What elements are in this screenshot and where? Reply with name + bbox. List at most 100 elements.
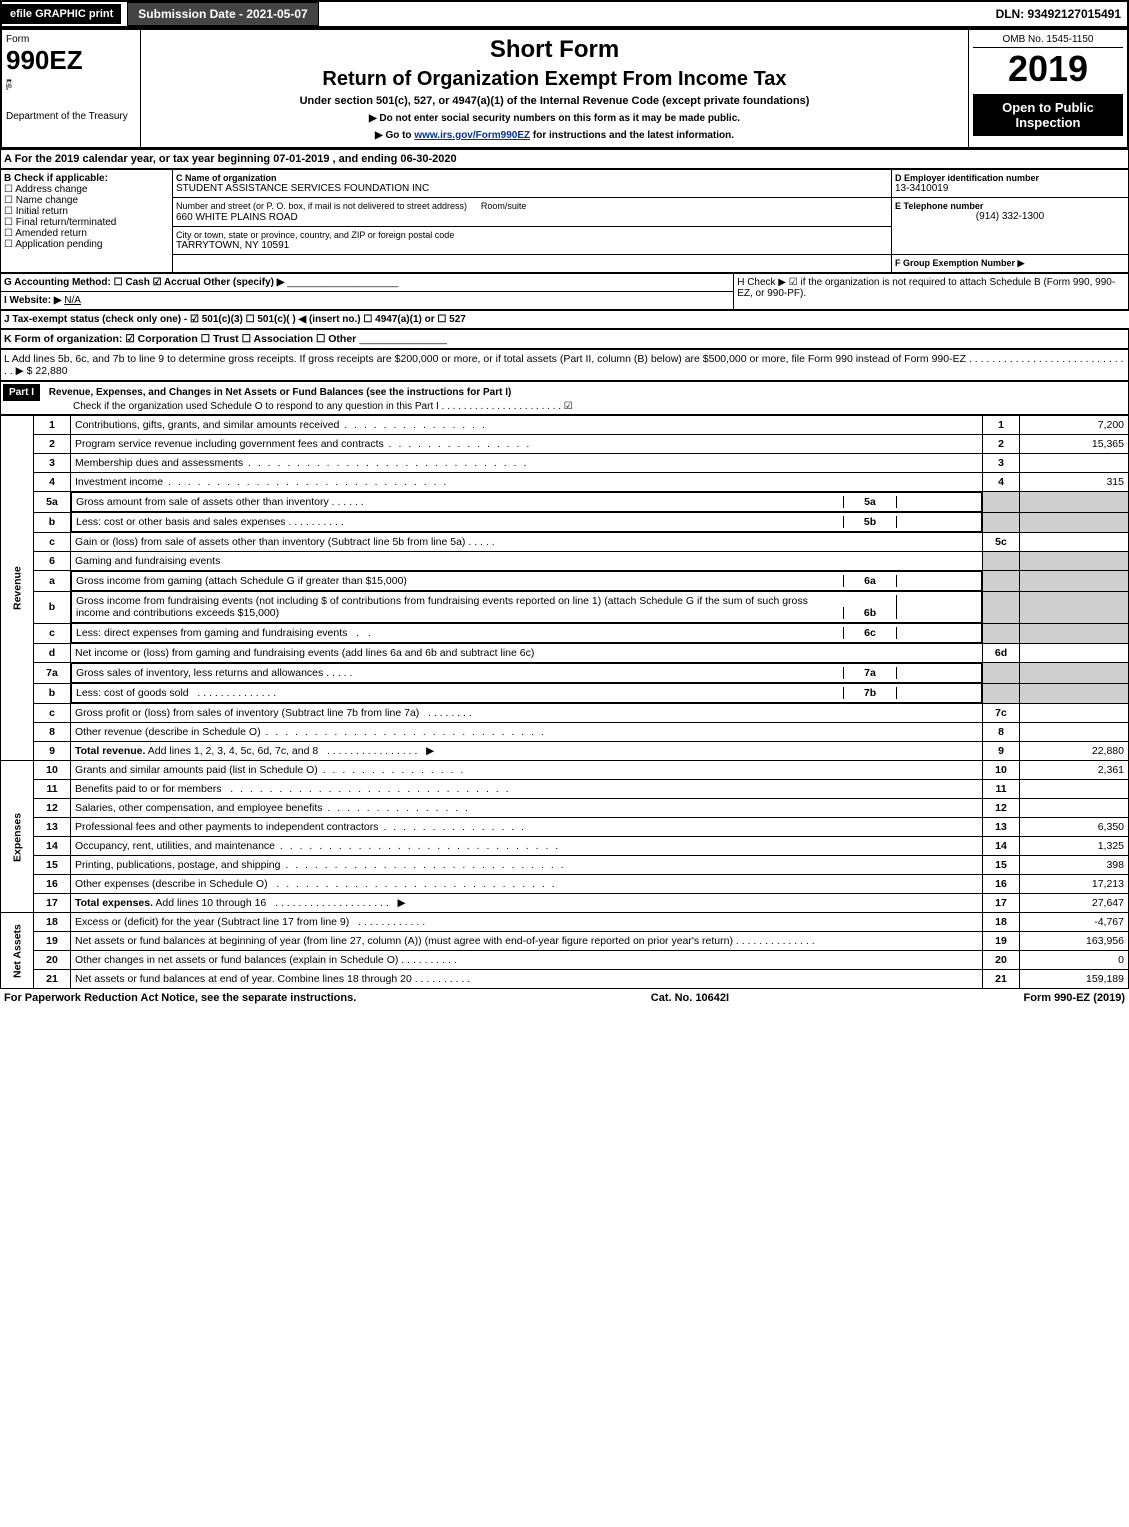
l20-amt: 0 [1020,951,1129,970]
row-18: Net Assets 18 Excess or (deficit) for th… [1,913,1129,932]
row-6b: b Gross income from fundraising events (… [1,591,1129,623]
chk-final-return[interactable]: ☐ Final return/terminated [4,217,169,228]
row-11: 11 Benefits paid to or for members 11 [1,780,1129,799]
chk-application-pending[interactable]: ☐ Application pending [4,239,169,250]
netassets-vlabel: Net Assets [1,913,34,989]
website-value: N/A [64,295,81,306]
form-number: 990EZ [6,45,136,76]
section-c-city: City or town, state or province, country… [173,227,892,255]
section-b-label: B Check if applicable: [4,173,169,184]
short-form-title: Short Form [147,36,962,64]
footer-center: Cat. No. 10642I [651,992,729,1004]
row-5c: c Gain or (loss) from sale of assets oth… [1,533,1129,552]
addr-label: Number and street (or P. O. box, if mail… [176,201,467,211]
row-7c: c Gross profit or (loss) from sales of i… [1,704,1129,723]
f-label: F Group Exemption Number ▶ [895,258,1024,268]
topbar: efile GRAPHIC print Submission Date - 20… [0,0,1129,28]
footer: For Paperwork Reduction Act Notice, see … [0,989,1129,1007]
l1-num: 1 [34,416,71,435]
row-5b: b Less: cost or other basis and sales ex… [1,512,1129,533]
efile-print-button[interactable]: efile GRAPHIC print [2,4,121,24]
header-left: Form 990EZ 🖗 Department of the Treasury [1,29,141,148]
l13-amt: 6,350 [1020,818,1129,837]
row-3: 3 Membership dues and assessments 3 [1,454,1129,473]
identity-block: B Check if applicable: ☐ Address change … [0,169,1129,273]
line-a: A For the 2019 calendar year, or tax yea… [0,149,1129,169]
l3-amt [1020,454,1129,473]
line-i-label: I Website: ▶ [4,295,62,306]
row-5a: 5a Gross amount from sale of assets othe… [1,492,1129,513]
row-7a: 7a Gross sales of inventory, less return… [1,663,1129,684]
row-13: 13 Professional fees and other payments … [1,818,1129,837]
open-public-badge: Open to Public Inspection [973,94,1123,136]
l21-amt: 159,189 [1020,970,1129,989]
l16-amt: 17,213 [1020,875,1129,894]
city-value: TARRYTOWN, NY 10591 [176,240,888,251]
line-k: K Form of organization: ☑ Corporation ☐ … [0,329,1129,349]
l18-amt: -4,767 [1020,913,1129,932]
section-e: E Telephone number (914) 332-1300 [892,198,1129,255]
l1-desc: Contributions, gifts, grants, and simila… [71,416,983,435]
l1-rnum: 1 [983,416,1020,435]
section-b: B Check if applicable: ☐ Address change … [1,170,173,273]
e-label: E Telephone number [895,201,1125,211]
gh-block: G Accounting Method: ☐ Cash ☑ Accrual Ot… [0,273,1129,310]
d-label: D Employer identification number [895,173,1125,183]
note-link: ▶ Go to www.irs.gov/Form990EZ for instru… [147,130,962,141]
row-6d: d Net income or (loss) from gaming and f… [1,644,1129,663]
part1-title: Revenue, Expenses, and Changes in Net As… [43,387,512,398]
row-2: 2 Program service revenue including gove… [1,435,1129,454]
row-20: 20 Other changes in net assets or fund b… [1,951,1129,970]
row-4: 4 Investment income 4 315 [1,473,1129,492]
section-f: F Group Exemption Number ▶ [892,255,1129,273]
chk-amended-return[interactable]: ☐ Amended return [4,228,169,239]
section-d: D Employer identification number 13-3410… [892,170,1129,198]
row-12: 12 Salaries, other compensation, and emp… [1,799,1129,818]
chk-name-change[interactable]: ☐ Name change [4,195,169,206]
row-6c: c Less: direct expenses from gaming and … [1,623,1129,644]
chk-initial-return[interactable]: ☐ Initial return [4,206,169,217]
l9-amt: 22,880 [1020,742,1129,761]
l15-amt: 398 [1020,856,1129,875]
row-21: 21 Net assets or fund balances at end of… [1,970,1129,989]
room-label: Room/suite [481,201,527,211]
omb-number: OMB No. 1545-1150 [973,34,1123,48]
note-ssn: ▶ Do not enter social security numbers o… [147,113,962,124]
header-center: Short Form Return of Organization Exempt… [141,29,969,148]
submission-date-button[interactable]: Submission Date - 2021-05-07 [127,2,318,26]
l1-amt: 7,200 [1020,416,1129,435]
phone-value: (914) 332-1300 [895,211,1125,222]
org-name: STUDENT ASSISTANCE SERVICES FOUNDATION I… [176,183,888,194]
chk-address-change[interactable]: ☐ Address change [4,184,169,195]
row-9: 9 Total revenue. Add lines 1, 2, 3, 4, 5… [1,742,1129,761]
header-right: OMB No. 1545-1150 2019 Open to Public In… [969,29,1129,148]
l5a-sub: 5a [843,496,896,508]
dln-label: DLN: 93492127015491 [996,7,1127,21]
l5c-amt [1020,533,1129,552]
part1-subtitle: Check if the organization used Schedule … [3,401,1126,412]
l19-amt: 163,956 [1020,932,1129,951]
financial-table: Revenue 1 Contributions, gifts, grants, … [0,415,1129,989]
l17-amt: 27,647 [1020,894,1129,913]
row-8: 8 Other revenue (describe in Schedule O)… [1,723,1129,742]
part1-label: Part I [3,384,40,401]
arrow-icon-2: ▶ [398,897,406,909]
row-17: 17 Total expenses. Add lines 10 through … [1,894,1129,913]
line-i: I Website: ▶ N/A [1,292,734,310]
return-title: Return of Organization Exempt From Incom… [147,68,962,91]
row-7b: b Less: cost of goods sold . . . . . . .… [1,683,1129,704]
line-l: L Add lines 5b, 6c, and 7b to line 9 to … [0,349,1129,381]
arrow-icon: ▶ [426,745,434,757]
line-h: H Check ▶ ☑ if the organization is not r… [734,274,1129,310]
line-j: J Tax-exempt status (check only one) - ☑… [0,310,1129,329]
subtitle: Under section 501(c), 527, or 4947(a)(1)… [147,95,962,107]
addr-value: 660 WHITE PLAINS ROAD [176,212,888,223]
l4-amt: 315 [1020,473,1129,492]
c-name-label: C Name of organization [176,173,888,183]
irs-link[interactable]: www.irs.gov/Form990EZ [414,130,530,141]
ein-value: 13-3410019 [895,183,1125,194]
footer-left: For Paperwork Reduction Act Notice, see … [4,992,356,1004]
form-header: Form 990EZ 🖗 Department of the Treasury … [0,28,1129,149]
row-6a: a Gross income from gaming (attach Sched… [1,571,1129,592]
section-c-addr: Number and street (or P. O. box, if mail… [173,198,892,227]
